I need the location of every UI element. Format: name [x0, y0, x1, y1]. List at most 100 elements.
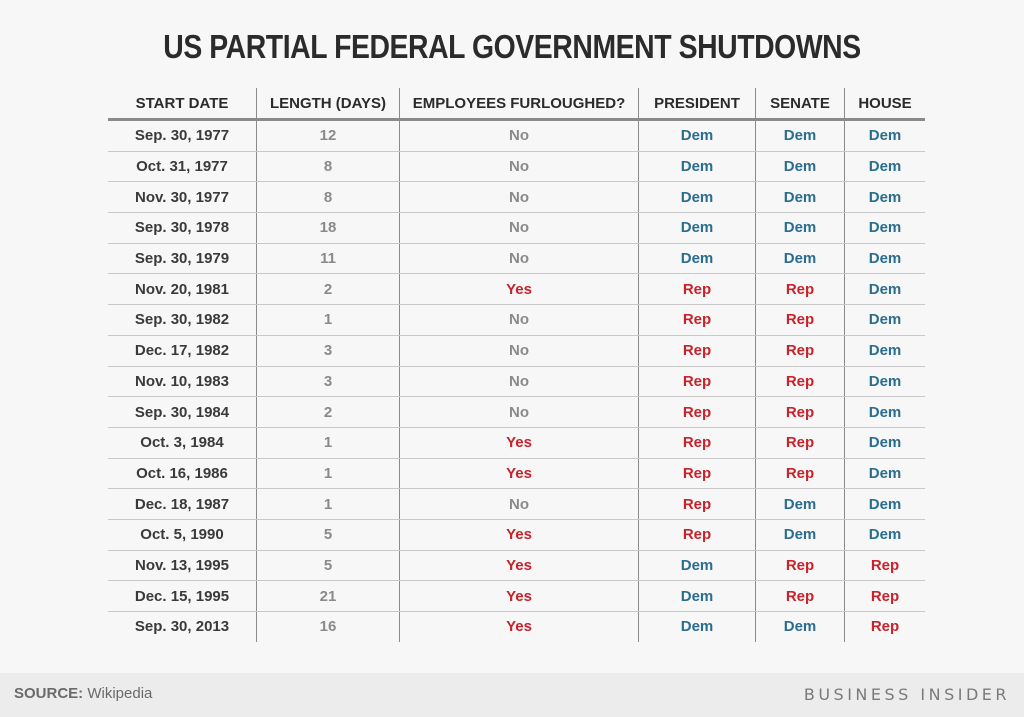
cell-house: Rep [844, 550, 925, 582]
cell-length-days: 11 [256, 243, 400, 275]
cell-house: Dem [844, 366, 925, 398]
source-label: SOURCE: [14, 685, 84, 702]
table-body: Sep. 30, 1977 12 No Dem Dem Dem Oct. 31, 1977 8… [108, 119, 925, 642]
cell-house: Dem [844, 427, 925, 459]
cell-senate: Rep [755, 304, 845, 336]
cell-length-days: 5 [256, 550, 400, 582]
table-header-row: START DATE LENGTH (DAYS) EMPLOYEES FURLO… [108, 88, 925, 121]
brand-logo: BUSINESS INSIDER [803, 685, 1010, 704]
cell-start-date: Sep. 30, 1977 [108, 119, 257, 152]
cell-length-days: 1 [256, 458, 400, 490]
cell-start-date: Oct. 3, 1984 [108, 427, 257, 459]
cell-start-date: Dec. 18, 1987 [108, 488, 257, 520]
table-row: Oct. 16, 1986 1 Yes Rep Rep Dem [108, 458, 925, 490]
header-employees-furloughed: EMPLOYEES FURLOUGHED? [399, 88, 639, 121]
cell-house: Dem [844, 119, 925, 152]
cell-furloughed: Yes [399, 427, 639, 459]
table-row: Sep. 30, 1984 2 No Rep Rep Dem [108, 396, 925, 428]
cell-president: Dem [638, 243, 756, 275]
cell-house: Dem [844, 212, 925, 244]
cell-president: Rep [638, 488, 756, 520]
cell-start-date: Sep. 30, 1984 [108, 396, 257, 428]
cell-president: Rep [638, 519, 756, 551]
cell-furloughed: No [399, 212, 639, 244]
cell-start-date: Nov. 30, 1977 [108, 181, 257, 214]
cell-senate: Rep [755, 458, 845, 490]
cell-furloughed: No [399, 488, 639, 520]
header-start-date: START DATE [108, 88, 257, 121]
cell-president: Dem [638, 151, 756, 183]
cell-senate: Rep [755, 580, 845, 612]
cell-senate: Dem [755, 611, 845, 642]
cell-senate: Dem [755, 212, 845, 244]
cell-president: Dem [638, 212, 756, 244]
header-length-days: LENGTH (DAYS) [256, 88, 400, 121]
cell-house: Dem [844, 243, 925, 275]
cell-furloughed: No [399, 243, 639, 275]
cell-start-date: Nov. 10, 1983 [108, 366, 257, 398]
cell-house: Dem [844, 335, 925, 367]
cell-president: Rep [638, 427, 756, 459]
table-row: Oct. 3, 1984 1 Yes Rep Rep Dem [108, 427, 925, 459]
cell-senate: Dem [755, 151, 845, 183]
cell-length-days: 21 [256, 580, 400, 612]
table-row: Dec. 17, 1982 3 No Rep Rep Dem [108, 335, 925, 367]
cell-senate: Rep [755, 366, 845, 398]
cell-start-date: Sep. 30, 1978 [108, 212, 257, 244]
cell-start-date: Nov. 20, 1981 [108, 273, 257, 306]
cell-president: Dem [638, 580, 756, 612]
table-row: Oct. 31, 1977 8 No Dem Dem Dem [108, 151, 925, 183]
cell-senate: Rep [755, 396, 845, 428]
cell-length-days: 18 [256, 212, 400, 244]
cell-senate: Dem [755, 119, 845, 152]
table-row: Dec. 15, 1995 21 Yes Dem Rep Rep [108, 580, 925, 612]
cell-start-date: Dec. 17, 1982 [108, 335, 257, 367]
cell-furloughed: Yes [399, 458, 639, 490]
table-row: Sep. 30, 1982 1 No Rep Rep Dem [108, 304, 925, 336]
cell-length-days: 16 [256, 611, 400, 642]
cell-furloughed: No [399, 119, 639, 152]
shutdowns-table: START DATE LENGTH (DAYS) EMPLOYEES FURLO… [108, 88, 925, 642]
cell-furloughed: No [399, 304, 639, 336]
header-house: HOUSE [844, 88, 925, 121]
cell-furloughed: Yes [399, 273, 639, 306]
cell-length-days: 3 [256, 366, 400, 398]
cell-house: Rep [844, 611, 925, 642]
cell-length-days: 8 [256, 151, 400, 183]
source-note: SOURCE: Wikipedia [14, 685, 152, 702]
cell-senate: Dem [755, 488, 845, 520]
cell-senate: Rep [755, 550, 845, 582]
cell-length-days: 12 [256, 119, 400, 152]
cell-house: Dem [844, 458, 925, 490]
cell-furloughed: No [399, 396, 639, 428]
cell-president: Rep [638, 366, 756, 398]
cell-president: Rep [638, 304, 756, 336]
cell-furloughed: Yes [399, 580, 639, 612]
cell-senate: Rep [755, 273, 845, 306]
chart-title: US PARTIAL FEDERAL GOVERNMENT SHUTDOWNS [163, 28, 861, 65]
cell-senate: Dem [755, 181, 845, 214]
cell-house: Dem [844, 519, 925, 551]
cell-president: Rep [638, 273, 756, 306]
cell-president: Dem [638, 611, 756, 642]
cell-president: Rep [638, 396, 756, 428]
cell-house: Dem [844, 396, 925, 428]
cell-senate: Dem [755, 519, 845, 551]
cell-start-date: Dec. 15, 1995 [108, 580, 257, 612]
cell-start-date: Sep. 30, 1982 [108, 304, 257, 336]
cell-president: Rep [638, 458, 756, 490]
cell-house: Dem [844, 181, 925, 214]
source-value: Wikipedia [87, 685, 153, 702]
cell-length-days: 1 [256, 427, 400, 459]
header-senate: SENATE [755, 88, 845, 121]
table-row: Sep. 30, 1977 12 No Dem Dem Dem [108, 119, 925, 152]
cell-length-days: 1 [256, 488, 400, 520]
table-row: Nov. 10, 1983 3 No Rep Rep Dem [108, 366, 925, 398]
cell-length-days: 2 [256, 396, 400, 428]
cell-senate: Rep [755, 427, 845, 459]
cell-length-days: 3 [256, 335, 400, 367]
cell-house: Dem [844, 273, 925, 306]
cell-house: Dem [844, 488, 925, 520]
cell-house: Rep [844, 580, 925, 612]
table-row: Nov. 30, 1977 8 No Dem Dem Dem [108, 181, 925, 214]
